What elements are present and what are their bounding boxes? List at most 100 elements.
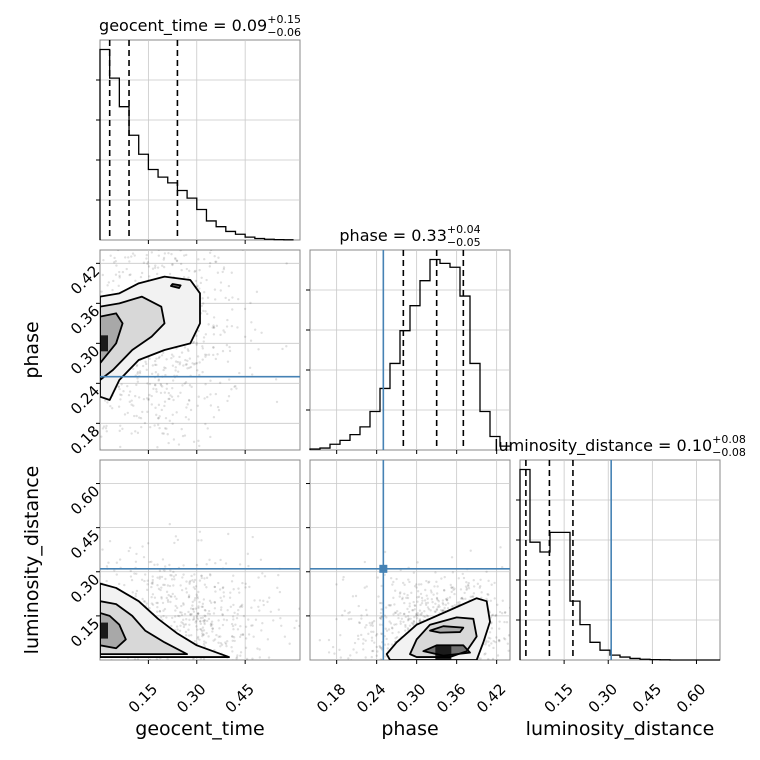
scatter-point <box>164 366 167 370</box>
scatter-point <box>453 604 457 607</box>
scatter-point <box>228 596 232 599</box>
scatter-point <box>268 596 271 599</box>
scatter-point <box>101 668 103 670</box>
scatter-point <box>450 586 453 590</box>
scatter-point <box>187 269 191 273</box>
scatter-point <box>363 586 366 589</box>
scatter-point <box>144 360 147 364</box>
scatter-point <box>197 258 200 261</box>
scatter-point <box>150 582 154 585</box>
scatter-point <box>514 662 516 664</box>
scatter-point <box>201 605 204 608</box>
scatter-point <box>226 659 229 660</box>
scatter-point <box>352 648 355 651</box>
scatter-point <box>177 668 179 670</box>
scatter-point <box>100 575 101 578</box>
scatter-point <box>61 701 63 703</box>
scatter-point <box>167 397 170 401</box>
scatter-point <box>146 588 149 592</box>
scatter-point <box>128 546 132 550</box>
scatter-point <box>235 656 239 659</box>
scatter-point <box>379 611 383 615</box>
panel-frame <box>99 39 301 241</box>
scatter-point <box>180 621 183 624</box>
scatter-point <box>256 647 259 650</box>
scatter-point <box>195 341 198 345</box>
scatter-point <box>53 662 55 664</box>
scatter-point <box>166 247 168 249</box>
scatter-point <box>158 610 162 613</box>
scatter-point <box>244 586 247 589</box>
scatter-point <box>416 561 419 564</box>
scatter-point <box>364 668 366 670</box>
scatter-point <box>213 255 216 258</box>
scatter-point <box>163 607 167 611</box>
scatter-point <box>499 546 502 549</box>
scatter-point <box>163 661 165 663</box>
scatter-point <box>176 370 180 373</box>
scatter-point <box>235 657 238 660</box>
scatter-point <box>91 558 93 560</box>
scatter-point <box>190 634 193 637</box>
scatter-point <box>490 614 494 617</box>
scatter-point <box>214 357 218 361</box>
scatter-point <box>158 577 161 580</box>
scatter-point <box>61 652 63 654</box>
scatter-point <box>169 394 172 397</box>
scatter-point <box>416 617 419 620</box>
scatter-point <box>425 594 428 597</box>
scatter-point <box>187 276 190 279</box>
joint-content <box>87 247 300 450</box>
scatter-point <box>221 586 225 590</box>
scatter-point <box>216 353 219 356</box>
x-tick-label: 0.24 <box>353 680 389 716</box>
scatter-point <box>490 642 493 645</box>
scatter-point <box>141 597 144 601</box>
scatter-point <box>381 701 383 703</box>
truth-marker <box>379 564 388 573</box>
scatter-point <box>204 333 208 336</box>
scatter-point <box>158 575 162 579</box>
scatter-point <box>241 633 245 637</box>
scatter-point <box>440 577 443 580</box>
scatter-point <box>478 661 480 663</box>
scatter-point <box>61 617 63 619</box>
scatter-point <box>391 631 394 635</box>
scatter-point <box>213 638 217 641</box>
scatter-point <box>201 616 205 619</box>
scatter-point <box>188 366 191 370</box>
scatter-point <box>285 345 288 348</box>
scatter-point <box>118 387 121 391</box>
scatter-point <box>372 619 376 623</box>
scatter-point <box>241 633 245 636</box>
scatter-point <box>88 598 90 600</box>
scatter-point <box>112 261 116 264</box>
scatter-point <box>335 617 338 621</box>
scatter-point <box>87 378 89 380</box>
scatter-point <box>479 657 482 660</box>
scatter-point <box>348 660 350 662</box>
scatter-point <box>151 267 155 270</box>
scatter-point <box>202 643 206 646</box>
y-tick-label: 0.45 <box>67 526 103 562</box>
scatter-point <box>507 649 510 652</box>
scatter-point <box>371 649 374 653</box>
scatter-point <box>382 668 384 670</box>
scatter-point <box>407 617 410 620</box>
scatter-point <box>162 256 166 260</box>
scatter-point <box>365 585 368 588</box>
scatter-point <box>281 347 284 351</box>
scatter-point <box>413 604 416 607</box>
scatter-point <box>394 637 397 640</box>
scatter-point <box>408 580 411 584</box>
scatter-point <box>85 608 87 610</box>
scatter-point <box>196 595 199 598</box>
scatter-point <box>162 265 166 269</box>
scatter-point <box>194 607 197 610</box>
scatter-point <box>184 630 188 634</box>
scatter-point <box>198 638 201 641</box>
scatter-point <box>232 588 235 591</box>
scatter-point <box>413 608 417 611</box>
scatter-point <box>140 271 144 275</box>
scatter-point <box>227 298 231 302</box>
